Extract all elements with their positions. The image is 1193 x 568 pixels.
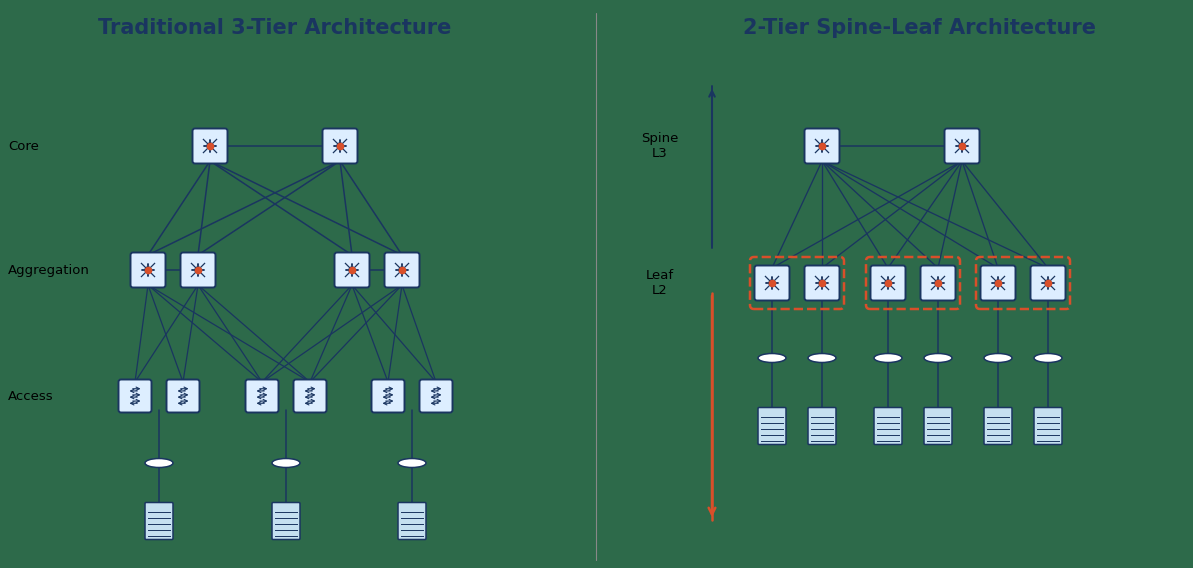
FancyBboxPatch shape	[272, 503, 299, 540]
FancyBboxPatch shape	[921, 265, 956, 300]
Ellipse shape	[758, 353, 786, 362]
Ellipse shape	[272, 458, 299, 467]
Text: Spine
L3: Spine L3	[642, 132, 679, 160]
FancyBboxPatch shape	[180, 253, 216, 287]
Ellipse shape	[925, 353, 952, 362]
FancyBboxPatch shape	[1031, 265, 1065, 300]
FancyBboxPatch shape	[420, 379, 452, 412]
FancyBboxPatch shape	[871, 265, 905, 300]
FancyBboxPatch shape	[981, 265, 1015, 300]
FancyBboxPatch shape	[192, 128, 228, 164]
FancyBboxPatch shape	[293, 379, 327, 412]
FancyBboxPatch shape	[808, 407, 836, 445]
Text: Traditional 3-Tier Architecture: Traditional 3-Tier Architecture	[98, 18, 452, 38]
FancyBboxPatch shape	[118, 379, 152, 412]
FancyBboxPatch shape	[874, 407, 902, 445]
FancyBboxPatch shape	[804, 265, 840, 300]
Ellipse shape	[1034, 353, 1062, 362]
Ellipse shape	[146, 458, 173, 467]
FancyBboxPatch shape	[758, 407, 786, 445]
FancyBboxPatch shape	[754, 265, 790, 300]
Ellipse shape	[808, 353, 836, 362]
FancyBboxPatch shape	[167, 379, 199, 412]
Ellipse shape	[984, 353, 1012, 362]
Text: 2-Tier Spine-Leaf Architecture: 2-Tier Spine-Leaf Architecture	[743, 18, 1096, 38]
Text: Aggregation: Aggregation	[8, 264, 89, 277]
Text: Leaf
L2: Leaf L2	[645, 269, 674, 297]
Text: Core: Core	[8, 140, 39, 152]
FancyBboxPatch shape	[334, 253, 370, 287]
Text: Access: Access	[8, 390, 54, 403]
FancyBboxPatch shape	[945, 128, 979, 164]
Ellipse shape	[874, 353, 902, 362]
FancyBboxPatch shape	[398, 503, 426, 540]
FancyBboxPatch shape	[246, 379, 278, 412]
FancyBboxPatch shape	[384, 253, 420, 287]
FancyBboxPatch shape	[925, 407, 952, 445]
FancyBboxPatch shape	[130, 253, 166, 287]
FancyBboxPatch shape	[804, 128, 840, 164]
FancyBboxPatch shape	[322, 128, 358, 164]
Ellipse shape	[398, 458, 426, 467]
FancyBboxPatch shape	[984, 407, 1012, 445]
FancyBboxPatch shape	[1034, 407, 1062, 445]
FancyBboxPatch shape	[371, 379, 404, 412]
FancyBboxPatch shape	[146, 503, 173, 540]
